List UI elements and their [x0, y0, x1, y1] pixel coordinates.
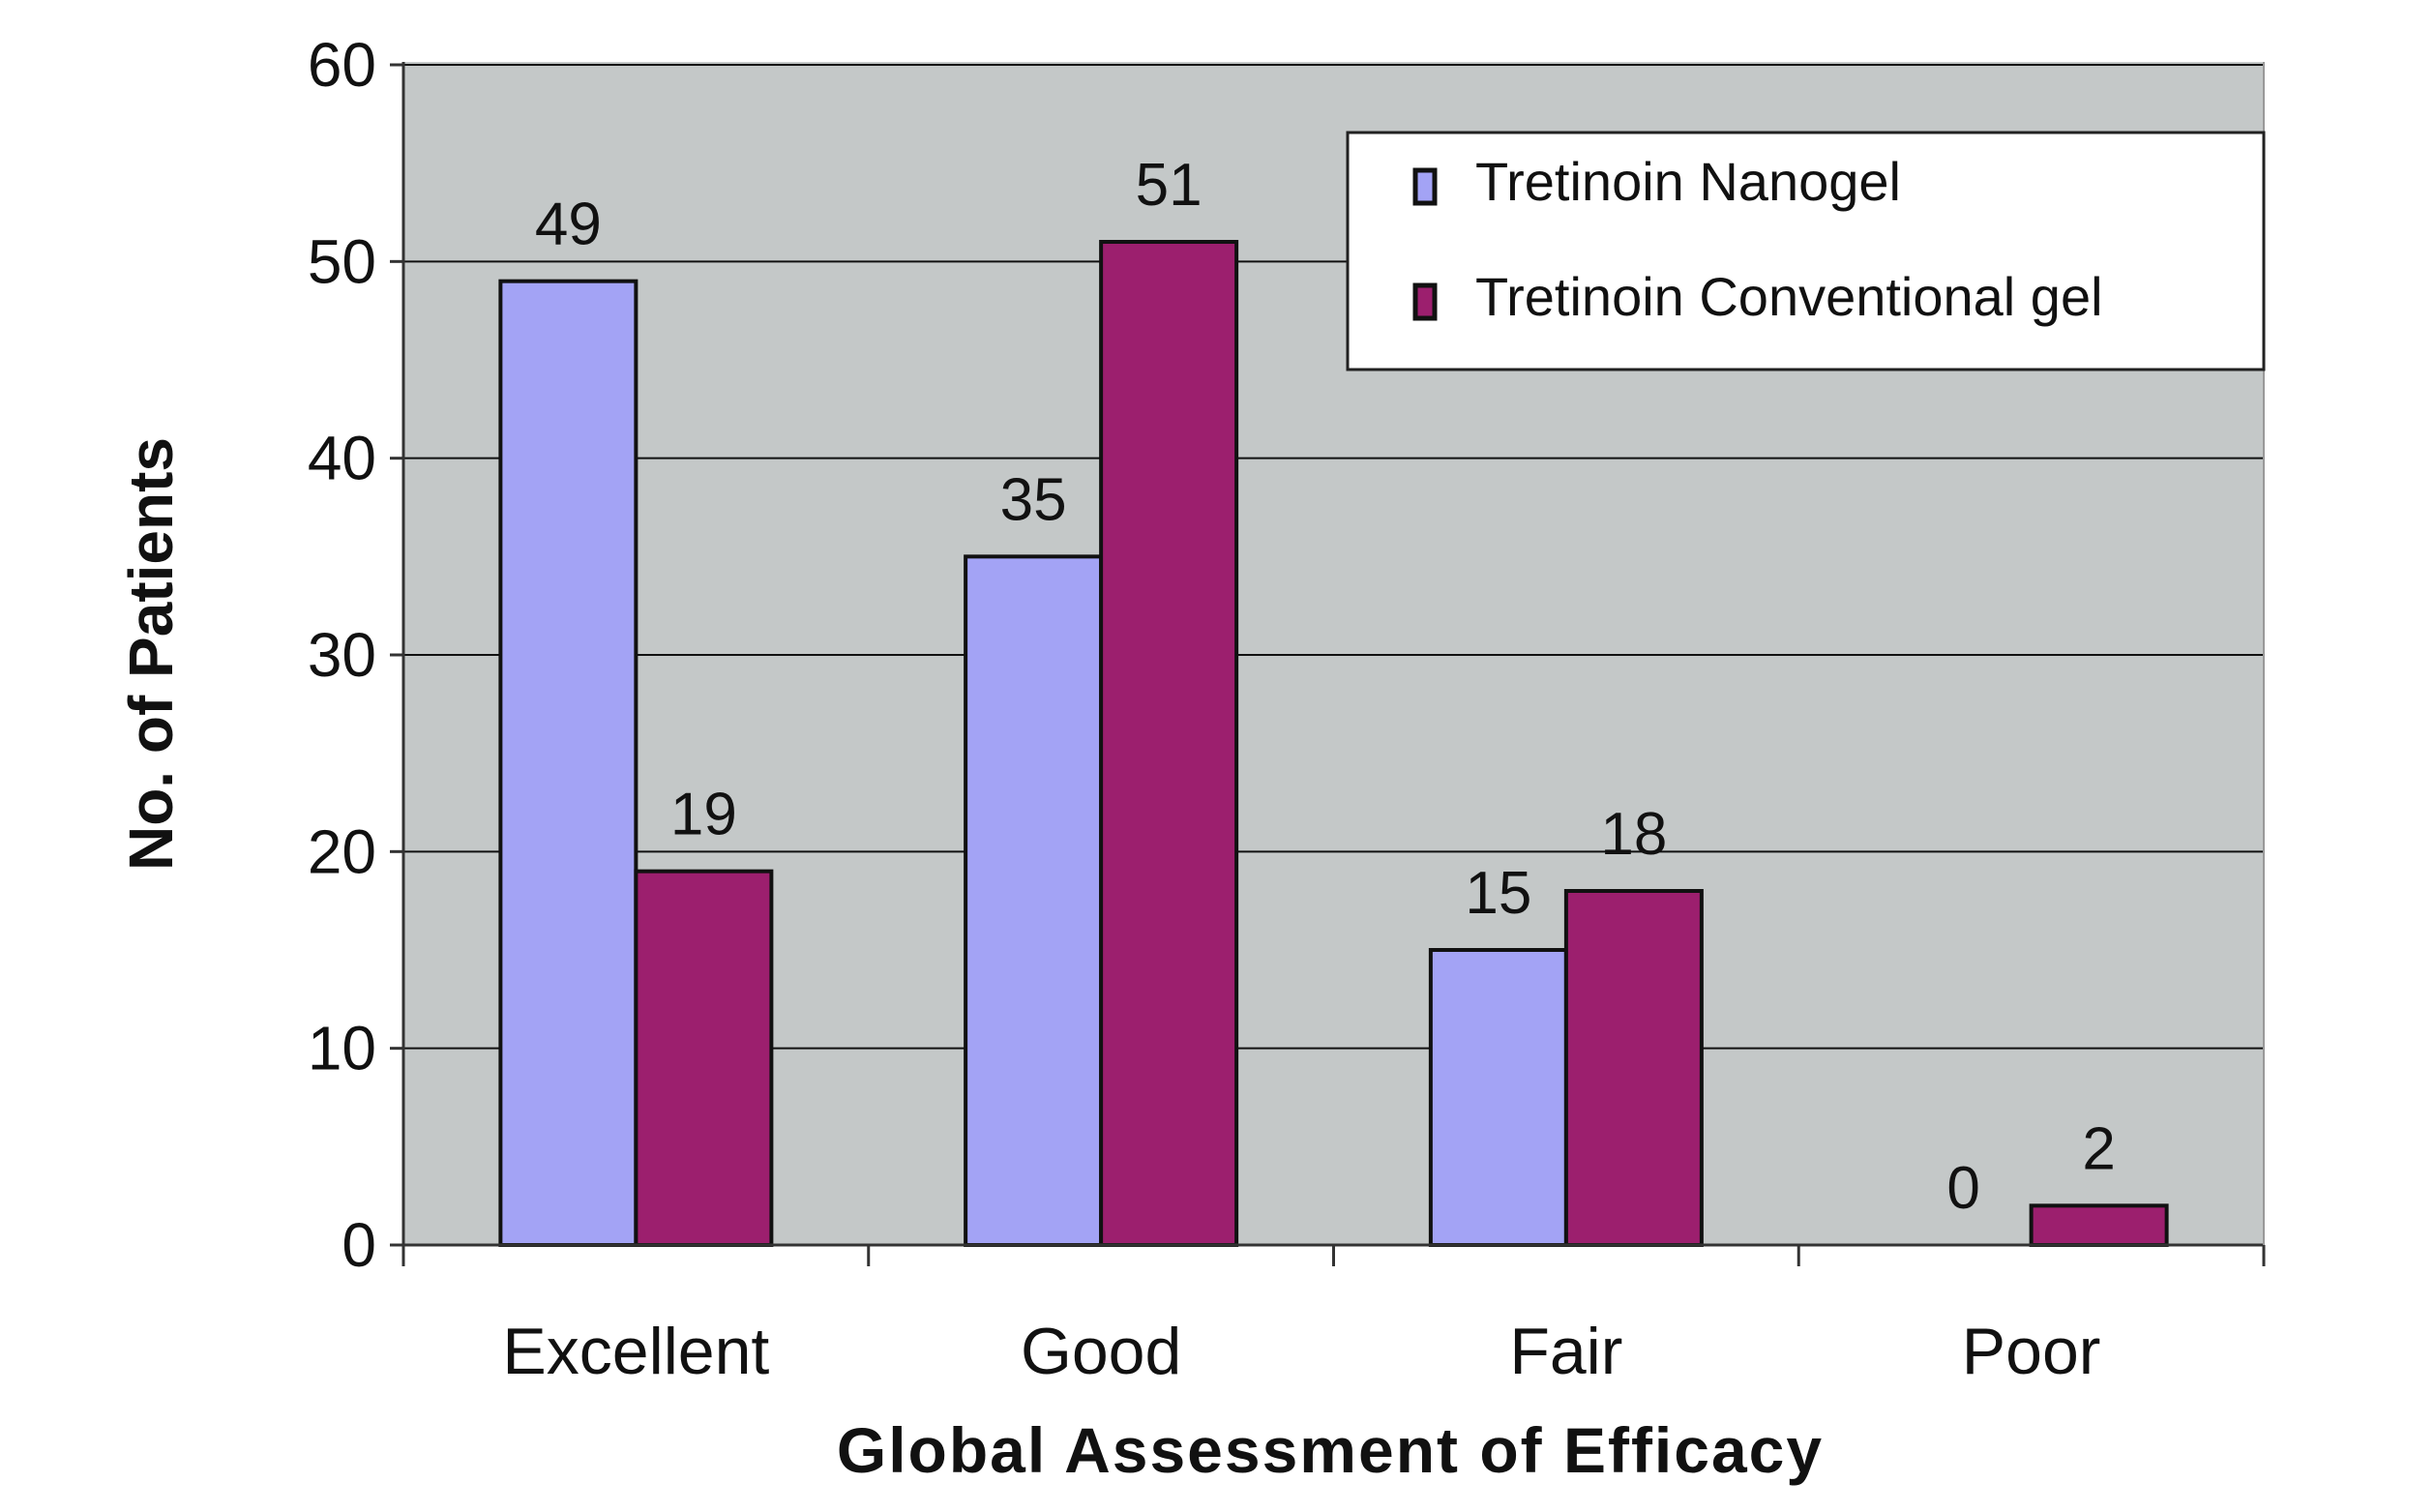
data-label: 19 [670, 782, 737, 848]
y-tick-label: 40 [308, 424, 376, 493]
bar-nanogel-good [964, 554, 1104, 1247]
x-tick-label: Excellent [502, 1315, 769, 1388]
data-label: 0 [1946, 1155, 1979, 1222]
bar-nanogel-fair [1428, 948, 1568, 1247]
y-tick-label: 0 [341, 1210, 376, 1280]
x-axis-title: Global Assessment of Efficacy [837, 1414, 1824, 1486]
legend-box [1346, 131, 2266, 371]
legend-label-conventional: Tretinoin Conventional gel [1475, 266, 2103, 327]
data-label: 35 [1000, 466, 1067, 533]
x-tick-label: Fair [1509, 1315, 1622, 1388]
legend-swatch-conventional [1412, 282, 1438, 321]
y-tick-label: 30 [308, 620, 376, 690]
data-label: 2 [2082, 1115, 2115, 1182]
bar-conventional-poor [2029, 1203, 2169, 1248]
y-tick-label: 10 [308, 1014, 376, 1083]
data-label: 18 [1600, 801, 1667, 868]
data-label: 49 [535, 192, 602, 258]
legend: Tretinoin Nanogel Tretinoin Conventional… [1346, 131, 2266, 371]
y-axis-title: No. of Patients [116, 437, 186, 871]
bar-conventional-good [1099, 240, 1239, 1247]
y-tick-label: 20 [308, 816, 376, 886]
legend-label-nanogel: Tretinoin Nanogel [1475, 151, 1901, 212]
legend-swatch-nanogel [1412, 167, 1438, 206]
data-label: 15 [1465, 860, 1531, 927]
bar-conventional-fair [1563, 889, 1704, 1247]
y-tick-label: 60 [308, 30, 376, 100]
bar-nanogel-excellent [498, 279, 638, 1247]
x-tick-label: Good [1021, 1315, 1181, 1388]
x-tick-label: Poor [1962, 1315, 2101, 1388]
data-label: 51 [1136, 152, 1203, 219]
bar-conventional-excellent [634, 869, 774, 1248]
y-tick-label: 50 [308, 226, 376, 296]
